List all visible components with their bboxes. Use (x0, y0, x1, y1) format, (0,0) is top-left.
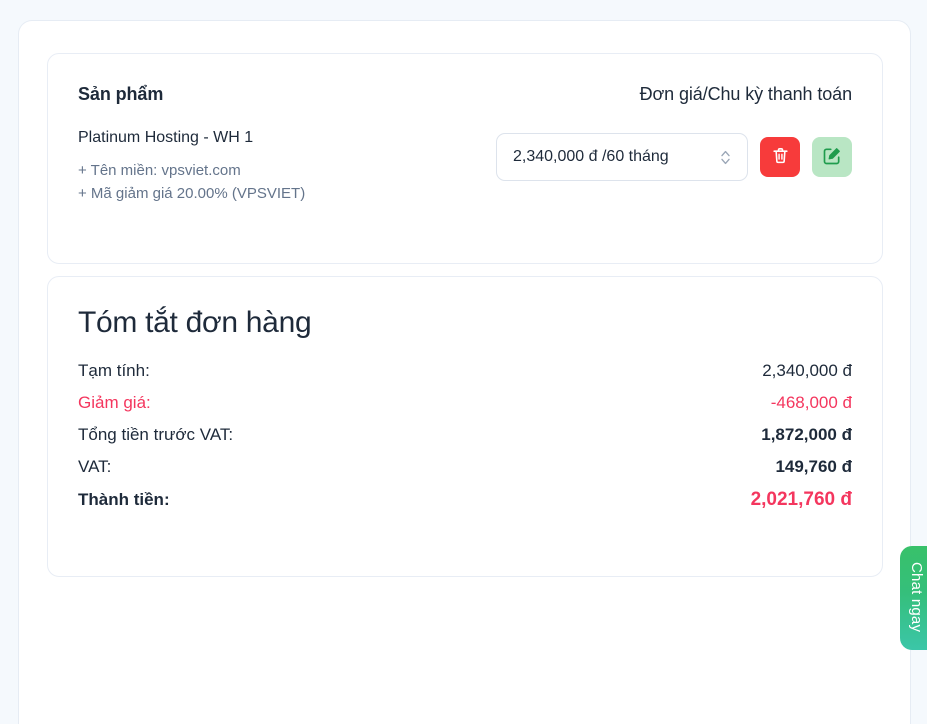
summary-label-pre-vat-total: Tổng tiền trước VAT: (78, 425, 234, 444)
chat-tab-label: Chat ngay (908, 562, 925, 633)
product-info: Platinum Hosting - WH 1 + Tên miền: vpsv… (78, 127, 305, 205)
summary-row-subtotal: Tạm tính: 2,340,000 đ (78, 355, 852, 387)
product-card-body: Platinum Hosting - WH 1 + Tên miền: vpsv… (48, 105, 882, 205)
edit-item-button[interactable] (812, 137, 852, 177)
pencil-square-icon (822, 146, 842, 169)
summary-row-pre-vat-total: Tổng tiền trước VAT: 1,872,000 đ (78, 419, 852, 451)
summary-value-grand-total: 2,021,760 đ (750, 489, 852, 510)
price-column-header: Đơn giá/Chu kỳ thanh toán (639, 84, 853, 104)
product-detail-coupon: + Mã giảm giá 20.00% (VPSVIET) (78, 184, 306, 202)
trash-icon (771, 146, 790, 168)
summary-value-discount: -468,000 đ (770, 393, 852, 412)
product-detail-list: + Tên miền: vpsviet.com + Mã giảm giá 20… (78, 159, 305, 206)
order-summary-title: Tóm tắt đơn hàng (78, 306, 312, 339)
product-card: Sản phẩm Đơn giá/Chu kỳ thanh toán Plati… (47, 53, 883, 264)
billing-cycle-select[interactable]: 2,340,000 đ /60 tháng (496, 133, 748, 181)
summary-value-subtotal: 2,340,000 đ (762, 361, 852, 380)
billing-cycle-selected-value: 2,340,000 đ /60 tháng (513, 148, 669, 165)
summary-value-pre-vat-total: 1,872,000 đ (761, 425, 852, 444)
summary-row-discount: Giảm giá: -468,000 đ (78, 387, 852, 419)
summary-label-grand-total: Thành tiền: (78, 490, 170, 509)
summary-row-vat: VAT: 149,760 đ (78, 451, 852, 483)
summary-label-subtotal: Tạm tính: (78, 361, 150, 380)
summary-value-vat: 149,760 đ (775, 457, 852, 476)
summary-label-vat: VAT: (78, 457, 112, 476)
product-name: Platinum Hosting - WH 1 (78, 129, 254, 146)
product-detail-domain: + Tên miền: vpsviet.com (78, 161, 241, 179)
summary-row-grand-total: Thành tiền: 2,021,760 đ (78, 483, 852, 517)
chevron-up-down-icon (720, 149, 731, 166)
summary-label-discount: Giảm giá: (78, 393, 151, 412)
price-controls: 2,340,000 đ /60 tháng (496, 133, 852, 181)
product-column-header: Sản phẩm (78, 84, 164, 104)
order-summary-rows: Tạm tính: 2,340,000 đ Giảm giá: -468,000… (48, 341, 882, 517)
product-card-header: Sản phẩm Đơn giá/Chu kỳ thanh toán (48, 54, 882, 105)
order-summary-card: Tóm tắt đơn hàng Tạm tính: 2,340,000 đ G… (47, 276, 883, 577)
chat-tab-button[interactable]: Chat ngay (900, 546, 927, 650)
delete-item-button[interactable] (760, 137, 800, 177)
page-container: Sản phẩm Đơn giá/Chu kỳ thanh toán Plati… (18, 20, 911, 724)
